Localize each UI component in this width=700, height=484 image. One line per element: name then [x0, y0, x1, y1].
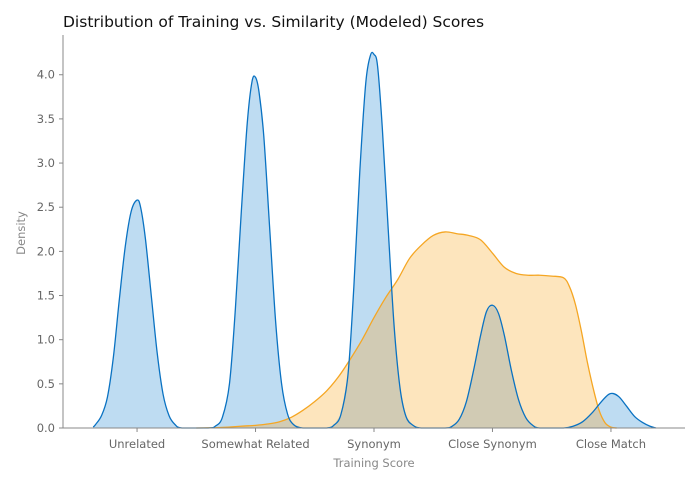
- curves-layer: [93, 52, 656, 428]
- x-tick-label: Close Synonym: [448, 437, 537, 451]
- x-tick-label: Synonym: [347, 437, 401, 451]
- y-tick-label: 1.0: [37, 333, 55, 347]
- y-tick-label: 0.0: [37, 421, 55, 435]
- y-tick-label: 2.0: [37, 244, 55, 258]
- y-tick-label: 0.5: [37, 377, 55, 391]
- y-tick-label: 1.5: [37, 289, 55, 303]
- y-axis-label: Density: [14, 211, 28, 255]
- x-axis-label: Training Score: [332, 456, 414, 470]
- x-tick-label: Somewhat Related: [201, 437, 309, 451]
- x-tick-label: Close Match: [576, 437, 646, 451]
- chart-title: Distribution of Training vs. Similarity …: [63, 13, 484, 31]
- y-tick-label: 3.0: [37, 156, 55, 170]
- y-tick-label: 3.5: [37, 112, 55, 126]
- y-tick-label: 4.0: [37, 68, 55, 82]
- x-tick-label: Unrelated: [109, 437, 165, 451]
- y-tick-label: 2.5: [37, 200, 55, 214]
